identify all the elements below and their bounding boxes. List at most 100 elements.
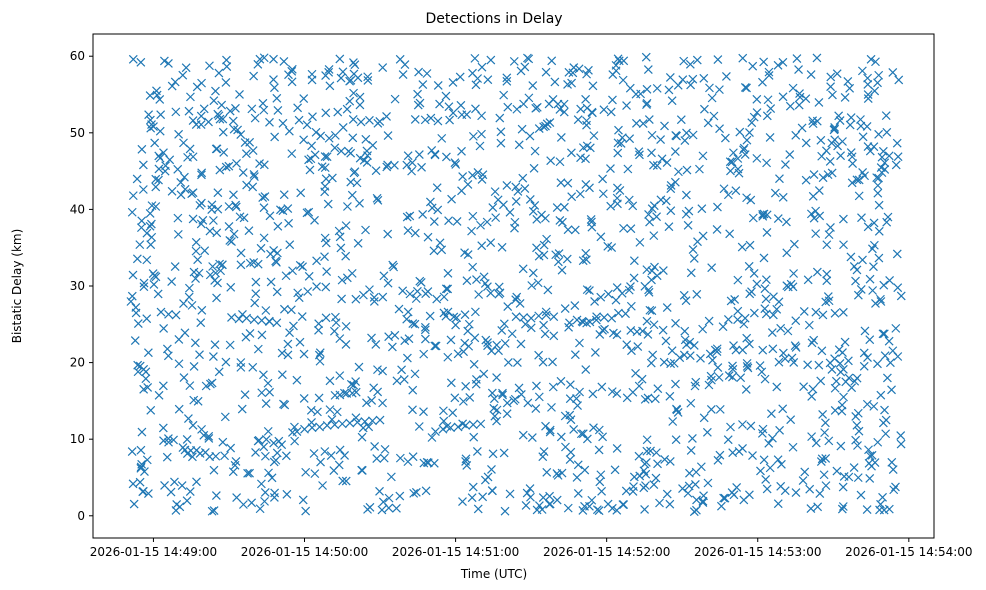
data-point <box>146 240 156 250</box>
data-point <box>211 86 220 96</box>
data-point <box>647 275 656 285</box>
data-point <box>686 80 696 90</box>
data-point <box>878 418 888 428</box>
data-point <box>713 363 723 373</box>
data-point <box>742 193 752 203</box>
data-point <box>499 448 509 458</box>
data-point <box>164 59 173 68</box>
data-point <box>651 448 661 458</box>
data-point <box>445 115 455 125</box>
data-point <box>218 260 227 270</box>
data-point <box>588 81 598 91</box>
data-point <box>746 421 756 431</box>
data-point <box>649 480 659 490</box>
data-point <box>869 218 879 228</box>
data-point <box>525 195 535 204</box>
data-point <box>377 505 387 515</box>
data-point <box>438 424 448 434</box>
data-point <box>671 318 680 328</box>
data-point <box>133 367 143 377</box>
data-point <box>665 499 675 509</box>
data-point <box>518 264 528 274</box>
data-point <box>541 67 551 77</box>
data-point <box>450 393 460 403</box>
data-point <box>395 453 405 463</box>
data-point <box>868 286 878 295</box>
data-point <box>196 120 206 129</box>
data-point <box>154 151 164 161</box>
data-point <box>589 423 598 433</box>
data-point <box>811 206 821 216</box>
data-point <box>697 204 707 214</box>
data-point <box>483 341 492 351</box>
data-point <box>260 496 269 506</box>
data-point <box>257 388 267 398</box>
data-point <box>808 119 818 129</box>
data-point <box>590 347 600 357</box>
data-point <box>460 338 470 348</box>
data-point <box>778 404 788 414</box>
data-point <box>787 353 797 363</box>
data-point <box>542 119 552 129</box>
data-point <box>607 243 617 253</box>
data-point <box>154 175 163 185</box>
data-point <box>882 217 892 227</box>
data-point <box>340 451 350 460</box>
data-point <box>520 184 530 193</box>
data-point <box>669 358 679 368</box>
data-point <box>138 487 148 497</box>
data-point <box>463 250 473 259</box>
data-point <box>678 75 688 85</box>
data-point <box>174 129 184 139</box>
data-point <box>726 166 735 176</box>
data-point <box>158 381 168 391</box>
data-point <box>147 120 156 129</box>
y-tick-label: 10 <box>70 432 85 446</box>
data-point <box>144 110 154 120</box>
data-point <box>801 138 811 148</box>
data-point <box>348 133 358 143</box>
data-point <box>778 92 788 102</box>
data-point <box>806 504 816 513</box>
data-point <box>881 429 891 439</box>
data-point <box>279 57 289 66</box>
data-point <box>130 336 140 345</box>
data-point <box>315 348 325 358</box>
data-point <box>530 200 540 210</box>
data-point <box>865 274 875 284</box>
data-point <box>295 337 305 347</box>
data-point <box>834 345 844 355</box>
data-point <box>879 280 889 290</box>
data-point <box>331 318 341 328</box>
data-point <box>830 354 840 364</box>
data-point <box>322 152 332 162</box>
data-point <box>664 85 674 95</box>
data-point <box>423 232 433 242</box>
data-point <box>373 195 383 205</box>
data-point <box>821 146 831 156</box>
data-point <box>219 148 229 157</box>
data-point <box>752 94 762 104</box>
data-point <box>185 144 195 154</box>
data-point <box>740 150 750 159</box>
data-point <box>883 212 893 222</box>
data-point <box>489 394 499 404</box>
data-point <box>672 405 682 415</box>
data-point <box>173 213 183 223</box>
data-point <box>789 239 799 249</box>
data-point <box>274 436 284 446</box>
data-point <box>259 203 269 213</box>
data-point <box>603 499 613 509</box>
data-point <box>236 130 246 140</box>
data-point <box>468 170 477 180</box>
data-point <box>383 160 393 170</box>
data-point <box>563 178 573 188</box>
data-point <box>238 168 248 177</box>
data-point <box>128 270 138 280</box>
data-point <box>719 493 729 503</box>
data-point <box>502 398 512 408</box>
data-point <box>136 445 146 455</box>
data-point <box>189 362 199 371</box>
y-tick-label: 20 <box>70 356 85 370</box>
data-point <box>577 316 587 326</box>
